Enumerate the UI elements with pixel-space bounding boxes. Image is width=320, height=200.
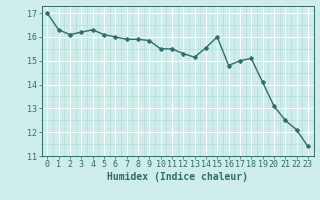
X-axis label: Humidex (Indice chaleur): Humidex (Indice chaleur) <box>107 172 248 182</box>
